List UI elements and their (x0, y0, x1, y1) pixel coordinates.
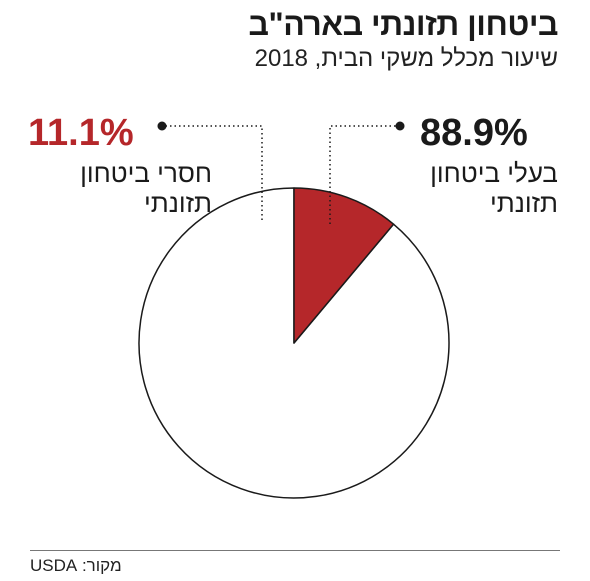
legend-label-insecure-line2: תזונתי (144, 188, 212, 218)
leader-line-insecure (166, 125, 263, 220)
legend-label-insecure: חסרי ביטחון תזונתי (80, 158, 212, 218)
data-label-secure-percent: 88.9% (420, 112, 528, 154)
legend-label-secure-line2: תזונתי (490, 188, 558, 218)
leader-line-insecure-dot (157, 121, 167, 131)
legend-label-insecure-line1: חסרי ביטחון (80, 158, 212, 188)
pie-slice-insecure (293, 187, 395, 344)
source-note: מקור: USDA (30, 556, 122, 575)
chart-subtitle: שיעור מכלל משקי הבית, 2018 (254, 45, 558, 72)
legend-label-secure-line1: בעלי ביטחון (430, 158, 558, 188)
source-divider (30, 550, 560, 551)
leader-line-secure (329, 125, 398, 224)
legend-label-secure: בעלי ביטחון תזונתי (430, 158, 558, 218)
leader-line-secure-dot (395, 121, 405, 131)
data-label-insecure-percent: 11.1% (28, 112, 134, 154)
chart-title: ביטחון תזונתי בארה"ב (248, 6, 559, 42)
